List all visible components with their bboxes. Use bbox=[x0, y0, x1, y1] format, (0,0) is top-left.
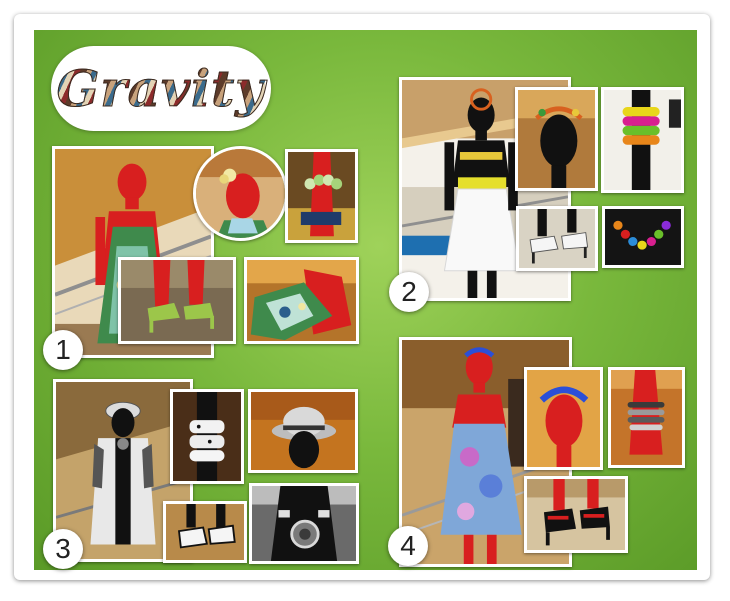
group1-bracelet-photo bbox=[285, 149, 358, 243]
group3-necklace-photo bbox=[249, 483, 359, 564]
group2-necklace-photo bbox=[602, 206, 684, 268]
gravity-logo-text: Gravity bbox=[56, 59, 266, 119]
group3-bangles-photo bbox=[170, 389, 244, 484]
collage-number-badge-1: 1 bbox=[43, 330, 83, 370]
collage-number-badge-4: 4 bbox=[388, 526, 428, 566]
gravity-logo-badge: Gravity bbox=[51, 46, 271, 131]
group4-bracelet-photo bbox=[608, 367, 685, 468]
group1-scarf-bag-photo bbox=[244, 257, 359, 344]
group2-head-photo bbox=[515, 87, 598, 191]
group1-shoes-photo bbox=[118, 257, 236, 344]
group3-shoes-photo bbox=[163, 501, 247, 563]
group4-shoes-photo bbox=[524, 476, 628, 553]
group2-shoes-photo bbox=[516, 206, 598, 271]
group3-hat-photo bbox=[248, 389, 358, 473]
group2-bangles-photo bbox=[601, 87, 684, 193]
group1-circle-head-photo bbox=[193, 146, 288, 241]
group4-head-photo bbox=[524, 367, 603, 470]
collage-number-badge-3: 3 bbox=[43, 529, 83, 569]
collage-number-badge-2: 2 bbox=[389, 272, 429, 312]
